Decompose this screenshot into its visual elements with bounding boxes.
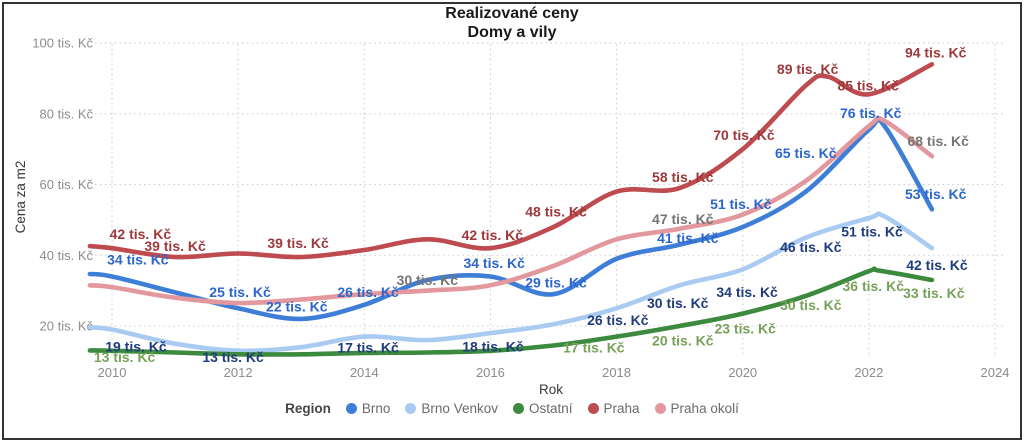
legend-item-brno: Brno (345, 401, 391, 416)
series-line-praha-okoli (87, 115, 935, 306)
legend-swatch-praha (587, 403, 599, 414)
value-label-ostatni: 33 tis. Kč (903, 285, 965, 301)
legend-title: Region (285, 401, 331, 416)
value-label-praha-okoli: 30 tis. Kč (397, 272, 459, 288)
value-label-brno-venkov: 17 tis. Kč (337, 340, 399, 356)
legend-label-brno-venkov: Brno Venkov (421, 401, 498, 416)
series-line-praha (87, 62, 935, 260)
legend-swatch-praha-okoli (654, 403, 666, 414)
legend-swatch-brno (345, 403, 357, 414)
value-label-praha: 39 tis. Kč (144, 238, 206, 254)
value-label-brno: 53 tis. Kč (905, 186, 967, 202)
value-label-brno-venkov: 34 tis. Kč (716, 284, 778, 300)
x-tick-label: 2022 (854, 365, 883, 380)
y-tick-label: 80 tis. Kč (40, 106, 94, 121)
value-label-brno-venkov: 19 tis. Kč (105, 338, 167, 354)
value-label-ostatni: 30 tis. Kč (780, 297, 842, 313)
y-tick-label: 20 tis. Kč (40, 319, 94, 334)
y-axis-title: Cena za m2 (13, 161, 28, 234)
x-tick-label: 2018 (602, 365, 631, 380)
value-label-brno: 34 tis. Kč (107, 251, 169, 267)
value-label-brno-venkov: 18 tis. Kč (462, 339, 524, 355)
value-label-praha: 42 tis. Kč (110, 226, 172, 242)
legend-label-praha-okoli: Praha okolí (670, 401, 739, 416)
x-tick-label: 2024 (981, 365, 1010, 380)
value-label-praha: 70 tis. Kč (713, 127, 775, 143)
chart-title-block: Realizované ceny Domy a vily (0, 4, 1024, 42)
legend-label-praha: Praha (603, 401, 640, 416)
legend-item-ostatni: Ostatní (512, 401, 573, 416)
axis-ticks-group: 20 tis. Kč 40 tis. Kč 60 tis. Kč 80 tis. Kč… (32, 36, 1009, 380)
series-line-brno-venkov (87, 211, 935, 354)
legend-items: Brno Brno Venkov Ostatní Praha Praha okolí (345, 401, 739, 416)
y-tick-label: 100 tis. Kč (32, 36, 93, 51)
legend-swatch-ostatni (512, 403, 524, 414)
x-tick-label: 2012 (224, 365, 253, 380)
value-label-brno: 29 tis. Kč (525, 274, 587, 290)
chart-subtitle: Domy a vily (467, 24, 557, 41)
value-label-brno-venkov: 46 tis. Kč (780, 239, 842, 255)
x-tick-label: 2014 (350, 365, 379, 380)
value-label-brno: 51 tis. Kč (710, 196, 772, 212)
value-label-praha: 42 tis. Kč (462, 227, 524, 243)
value-label-brno-venkov: 13 tis. Kč (202, 349, 264, 365)
value-label-brno: 26 tis. Kč (337, 284, 399, 300)
value-label-brno: 34 tis. Kč (463, 255, 525, 271)
chart-title: Realizované ceny (445, 5, 579, 22)
x-tick-label: 2020 (728, 365, 757, 380)
value-label-praha: 94 tis. Kč (905, 45, 967, 61)
value-label-brno-venkov: 51 tis. Kč (841, 224, 903, 240)
series-group (87, 62, 935, 357)
legend-swatch-brno-venkov (405, 403, 417, 414)
y-tick-label: 40 tis. Kč (40, 248, 94, 263)
value-label-brno-venkov: 26 tis. Kč (587, 312, 649, 328)
value-label-praha: 58 tis. Kč (652, 169, 714, 185)
value-label-praha: 85 tis. Kč (837, 77, 899, 93)
legend-item-praha: Praha (587, 401, 640, 416)
legend-item-praha-okoli: Praha okolí (654, 401, 739, 416)
value-label-praha: 39 tis. Kč (267, 235, 329, 251)
value-label-brno: 22 tis. Kč (266, 299, 328, 315)
value-label-ostatni: 23 tis. Kč (714, 321, 776, 337)
value-label-brno-venkov: 30 tis. Kč (647, 295, 709, 311)
value-label-ostatni: 17 tis. Kč (563, 340, 625, 356)
value-label-ostatni: 20 tis. Kč (652, 333, 714, 349)
legend: Region Brno Brno Venkov Ostatní Praha Praha … (0, 401, 1024, 416)
value-label-praha-okoli: 68 tis. Kč (907, 133, 969, 149)
legend-item-brno-venkov: Brno Venkov (405, 401, 498, 416)
value-label-praha: 48 tis. Kč (525, 204, 587, 220)
value-label-brno: 65 tis. Kč (775, 145, 837, 161)
legend-label-brno: Brno (361, 401, 391, 416)
value-label-praha: 89 tis. Kč (777, 61, 839, 77)
x-tick-label: 2010 (98, 365, 127, 380)
y-tick-label: 60 tis. Kč (40, 177, 94, 192)
value-label-praha-okoli: 47 tis. Kč (652, 211, 714, 227)
legend-label-ostatni: Ostatní (528, 401, 573, 416)
value-label-brno: 25 tis. Kč (209, 284, 271, 300)
series-line-ostatni (87, 266, 935, 357)
value-label-ostatni: 13 tis. Kč (94, 349, 156, 365)
x-tick-label: 2016 (476, 365, 505, 380)
value-label-ostatni: 36 tis. Kč (843, 278, 905, 294)
x-axis-title: Rok (539, 382, 563, 397)
value-label-brno: 76 tis. Kč (840, 105, 902, 121)
value-label-brno: 41 tis. Kč (657, 230, 719, 246)
value-label-brno-venkov: 42 tis. Kč (906, 257, 968, 273)
